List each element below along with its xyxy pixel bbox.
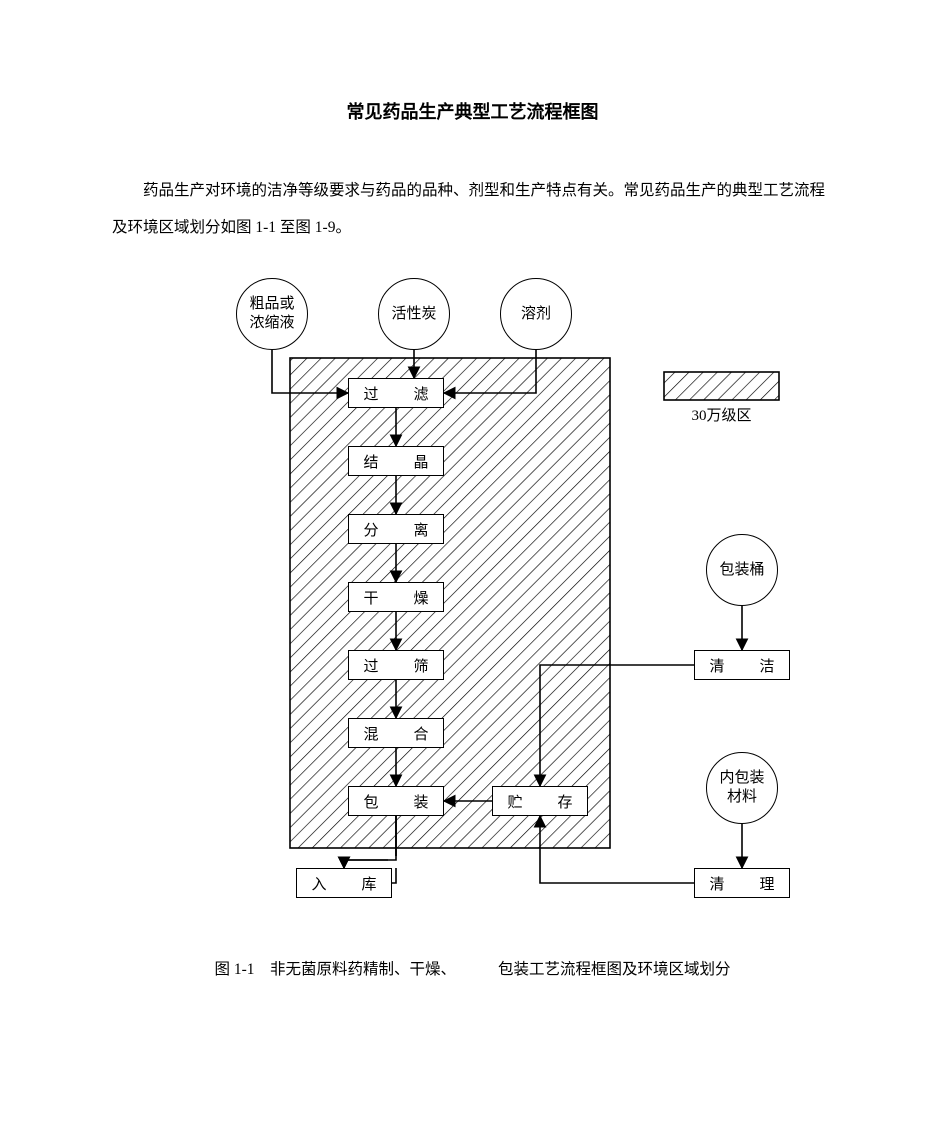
legend-swatch xyxy=(664,372,779,400)
node-inner-material: 内包装材料 xyxy=(706,752,778,824)
node-dry: 干 燥 xyxy=(348,582,444,612)
node-carbon: 活性炭 xyxy=(378,278,450,350)
node-pack: 包 装 xyxy=(348,786,444,816)
figure-caption: 图 1-1 非无菌原料药精制、干燥、包装工艺流程框图及环境区域划分 xyxy=(0,957,945,979)
node-solvent: 溶剂 xyxy=(500,278,572,350)
node-sieve: 过 筛 xyxy=(348,650,444,680)
node-drum: 包装桶 xyxy=(706,534,778,606)
node-crude: 粗品或浓缩液 xyxy=(236,278,308,350)
node-mix: 混 合 xyxy=(348,718,444,748)
flowchart-svg xyxy=(0,0,945,1123)
node-tidy: 清 理 xyxy=(694,868,790,898)
legend-label: 30万级区 xyxy=(664,404,779,425)
node-clean: 清 洁 xyxy=(694,650,790,680)
node-filter: 过 滤 xyxy=(348,378,444,408)
node-store: 贮 存 xyxy=(492,786,588,816)
node-crystal: 结 晶 xyxy=(348,446,444,476)
cleanroom-zone xyxy=(290,358,610,848)
node-separate: 分 离 xyxy=(348,514,444,544)
node-warehouse: 入 库 xyxy=(296,868,392,898)
